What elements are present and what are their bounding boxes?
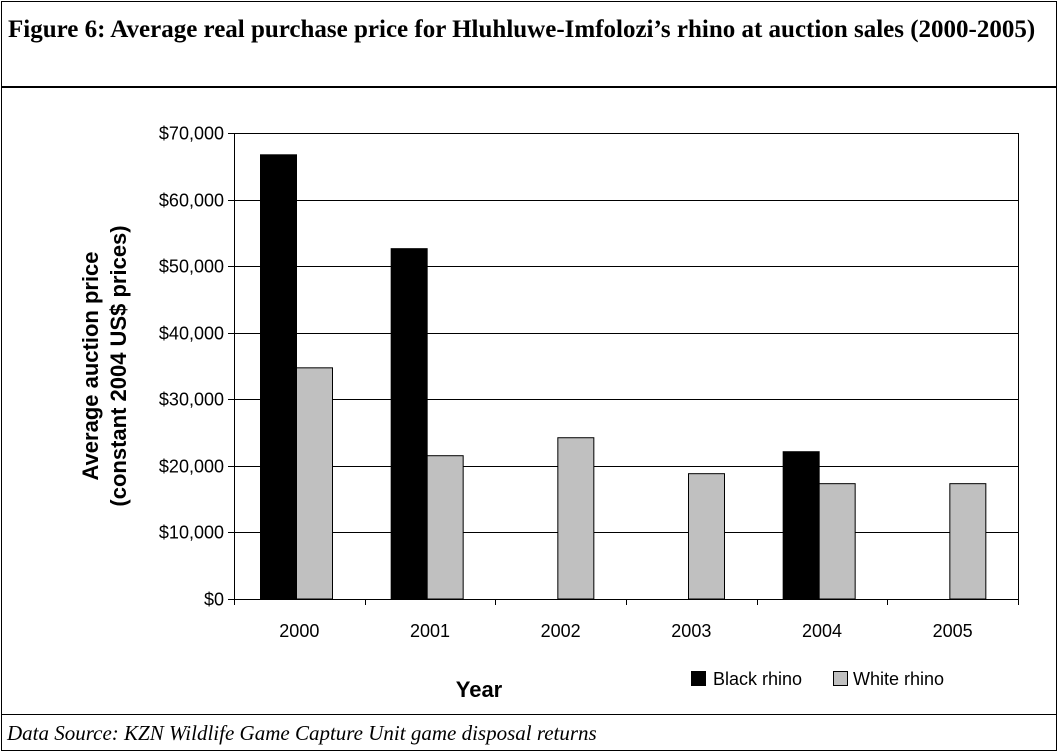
figure-caption-box: Figure 6: Average real purchase price fo… <box>1 1 1057 88</box>
bar-white-rhino-2004 <box>818 483 856 600</box>
gridlines <box>234 133 1018 533</box>
bar-white-rhino-2003 <box>688 473 725 600</box>
x-tick-label-2004: 2004 <box>802 621 842 641</box>
figure-title: Figure 6: Average real purchase price fo… <box>8 16 1036 43</box>
y-axis-title-line2: (constant 2004 US$ prices) <box>106 225 131 506</box>
y-tick-label: $0 <box>204 590 224 610</box>
x-tick-label-2001: 2001 <box>410 621 450 641</box>
legend-swatch-white-rhino <box>833 671 848 686</box>
y-tick-label: $40,000 <box>159 324 224 344</box>
x-tick-label-2000: 2000 <box>279 621 319 641</box>
y-tick-label: $30,000 <box>159 390 224 410</box>
y-tick-label: $50,000 <box>159 257 224 277</box>
y-tick-label: $10,000 <box>159 523 224 543</box>
x-tick-label-2002: 2002 <box>541 621 581 641</box>
bar-white-rhino-2005 <box>949 483 987 600</box>
bar-white-rhino-2000 <box>296 367 333 600</box>
legend: Black rhino White rhino <box>691 669 944 689</box>
bar-white-rhino-2001 <box>426 455 464 600</box>
y-tick-label: $70,000 <box>159 124 224 144</box>
bar-chart: $0 $10,000 $20,000 $30,000 $40,000 $50,000 $60… <box>78 124 1019 702</box>
legend-label-black-rhino: Black rhino <box>713 669 802 689</box>
bar-black-rhino-2000 <box>260 154 297 600</box>
bars <box>260 154 987 600</box>
y-axis-title: Average auction price (constant 2004 US$… <box>78 225 131 506</box>
axes <box>228 133 1019 605</box>
bar-black-rhino-2001 <box>390 248 428 600</box>
data-source: Data Source: KZN Wildlife Game Capture U… <box>1 714 1057 751</box>
x-axis-title: Year <box>456 677 503 702</box>
x-tick-label-2003: 2003 <box>671 621 711 641</box>
y-tick-label: $60,000 <box>159 191 224 211</box>
bar-black-rhino-2004 <box>782 451 820 600</box>
tick-labels: $0 $10,000 $20,000 $30,000 $40,000 $50,000 $60… <box>159 124 973 642</box>
x-tick-label-2005: 2005 <box>933 621 973 641</box>
bar-white-rhino-2002 <box>557 437 595 600</box>
legend-swatch-black-rhino <box>691 671 706 686</box>
legend-label-white-rhino: White rhino <box>853 669 944 689</box>
y-tick-label: $20,000 <box>159 457 224 477</box>
y-axis-title-line1: Average auction price <box>78 251 103 480</box>
